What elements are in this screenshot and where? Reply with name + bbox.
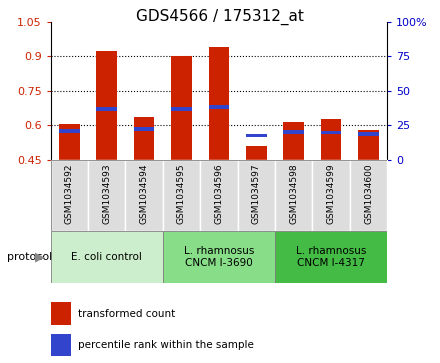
Bar	[238, 160, 275, 231]
Bar	[350, 160, 387, 231]
Bar	[275, 231, 387, 283]
Bar	[51, 334, 71, 356]
Text: GSM1034593: GSM1034593	[102, 163, 111, 224]
Text: GSM1034592: GSM1034592	[65, 163, 74, 224]
Bar	[163, 231, 275, 283]
Text: ▶: ▶	[35, 250, 44, 263]
Bar	[283, 122, 304, 160]
Bar	[134, 117, 154, 160]
Text: GSM1034600: GSM1034600	[364, 163, 373, 224]
Text: GSM1034597: GSM1034597	[252, 163, 261, 224]
Bar	[321, 119, 341, 160]
Bar	[209, 47, 229, 160]
Bar	[51, 160, 88, 231]
Bar	[283, 130, 304, 134]
Bar	[312, 160, 350, 231]
Text: percentile rank within the sample: percentile rank within the sample	[77, 340, 253, 350]
Bar	[275, 160, 312, 231]
Bar	[171, 107, 192, 111]
Bar	[171, 56, 192, 160]
Bar	[88, 160, 125, 231]
Text: E. coli control: E. coli control	[71, 252, 142, 262]
Bar	[358, 132, 379, 135]
Bar	[59, 124, 80, 160]
Bar	[358, 130, 379, 160]
Bar	[51, 231, 163, 283]
Text: GSM1034599: GSM1034599	[326, 163, 336, 224]
Text: GSM1034598: GSM1034598	[289, 163, 298, 224]
Bar	[321, 131, 341, 134]
Bar	[134, 127, 154, 131]
Text: GSM1034595: GSM1034595	[177, 163, 186, 224]
Text: transformed count: transformed count	[77, 309, 175, 319]
Text: GSM1034594: GSM1034594	[139, 163, 149, 224]
Bar	[96, 50, 117, 160]
Text: GSM1034596: GSM1034596	[214, 163, 224, 224]
Bar	[51, 302, 71, 325]
Bar	[59, 129, 80, 133]
Text: GDS4566 / 175312_at: GDS4566 / 175312_at	[136, 9, 304, 25]
Bar	[209, 105, 229, 109]
Bar	[163, 160, 200, 231]
Text: L. rhamnosus
CNCM I-4317: L. rhamnosus CNCM I-4317	[296, 246, 366, 268]
Bar	[200, 160, 238, 231]
Text: protocol: protocol	[7, 252, 52, 262]
Bar	[125, 160, 163, 231]
Bar	[96, 107, 117, 111]
Bar	[246, 134, 267, 138]
Text: L. rhamnosus
CNCM I-3690: L. rhamnosus CNCM I-3690	[184, 246, 254, 268]
Bar	[246, 146, 267, 160]
